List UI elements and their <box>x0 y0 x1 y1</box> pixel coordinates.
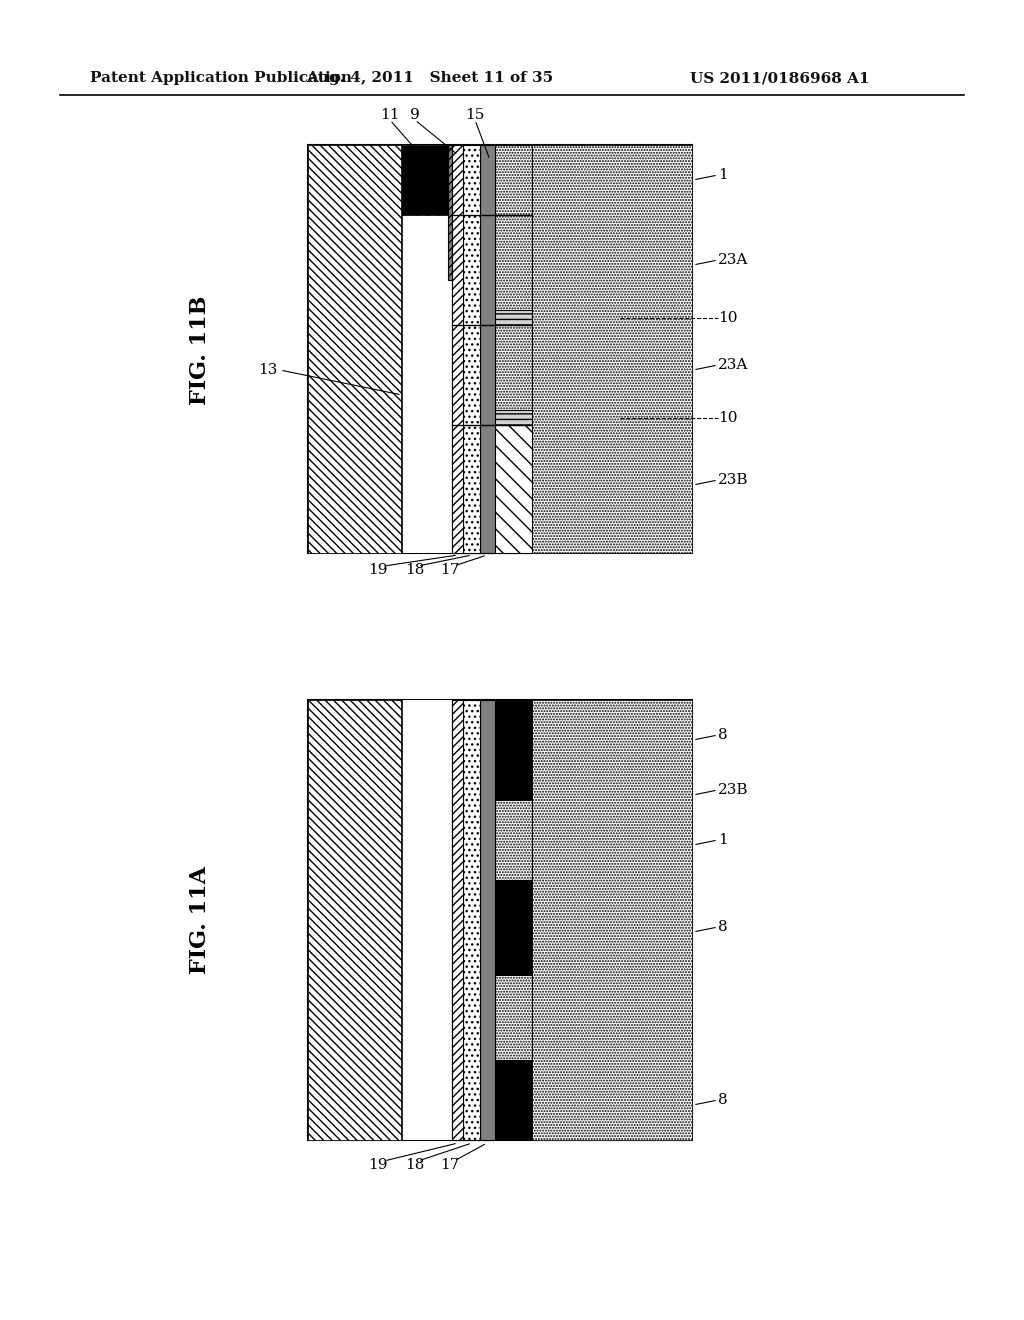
Text: Aug. 4, 2011   Sheet 11 of 35: Aug. 4, 2011 Sheet 11 of 35 <box>306 71 554 84</box>
Bar <box>452 411 532 425</box>
Text: 8: 8 <box>718 920 728 935</box>
Text: 23B: 23B <box>718 473 749 487</box>
Text: 10: 10 <box>718 312 737 325</box>
Bar <box>468 145 532 215</box>
Bar <box>463 145 480 553</box>
Text: 11: 11 <box>380 108 399 121</box>
Bar <box>452 325 532 414</box>
Text: 23A: 23A <box>718 358 749 372</box>
Bar <box>452 975 532 1060</box>
Text: US 2011/0186968 A1: US 2011/0186968 A1 <box>690 71 869 84</box>
Bar <box>308 145 402 553</box>
Text: 23B: 23B <box>718 783 749 797</box>
Bar <box>308 700 402 1140</box>
Text: 17: 17 <box>440 564 460 577</box>
Bar <box>452 1060 532 1140</box>
Text: FIG. 11A: FIG. 11A <box>189 866 211 974</box>
Bar <box>480 145 495 553</box>
Bar <box>452 700 463 1140</box>
Text: 19: 19 <box>369 564 388 577</box>
Text: 13: 13 <box>258 363 278 378</box>
Bar <box>452 215 532 315</box>
Text: 1: 1 <box>718 833 728 847</box>
Text: 1: 1 <box>718 168 728 182</box>
Text: 10: 10 <box>718 411 737 425</box>
Text: FIG. 11B: FIG. 11B <box>189 296 211 405</box>
Text: 19: 19 <box>369 1158 388 1172</box>
Bar <box>452 310 532 325</box>
Text: Patent Application Publication: Patent Application Publication <box>90 71 352 84</box>
Bar <box>463 700 480 1140</box>
Bar <box>308 145 692 553</box>
Bar <box>402 700 452 1140</box>
Bar <box>402 145 452 553</box>
Bar <box>308 700 692 1140</box>
Bar <box>449 145 468 280</box>
Text: 15: 15 <box>465 108 484 121</box>
Bar <box>480 700 495 1140</box>
Bar <box>452 800 532 880</box>
Bar <box>532 145 692 553</box>
Text: 18: 18 <box>406 564 425 577</box>
Bar <box>532 700 692 1140</box>
Bar <box>452 880 532 975</box>
Text: 8: 8 <box>718 1093 728 1107</box>
Bar <box>402 145 449 215</box>
Text: 23A: 23A <box>718 253 749 267</box>
Text: 17: 17 <box>440 1158 460 1172</box>
Text: 8: 8 <box>718 729 728 742</box>
Bar <box>452 145 463 553</box>
Bar <box>452 700 692 810</box>
Text: 9: 9 <box>411 108 420 121</box>
Bar <box>452 700 532 800</box>
Text: 18: 18 <box>406 1158 425 1172</box>
Bar <box>452 425 532 553</box>
